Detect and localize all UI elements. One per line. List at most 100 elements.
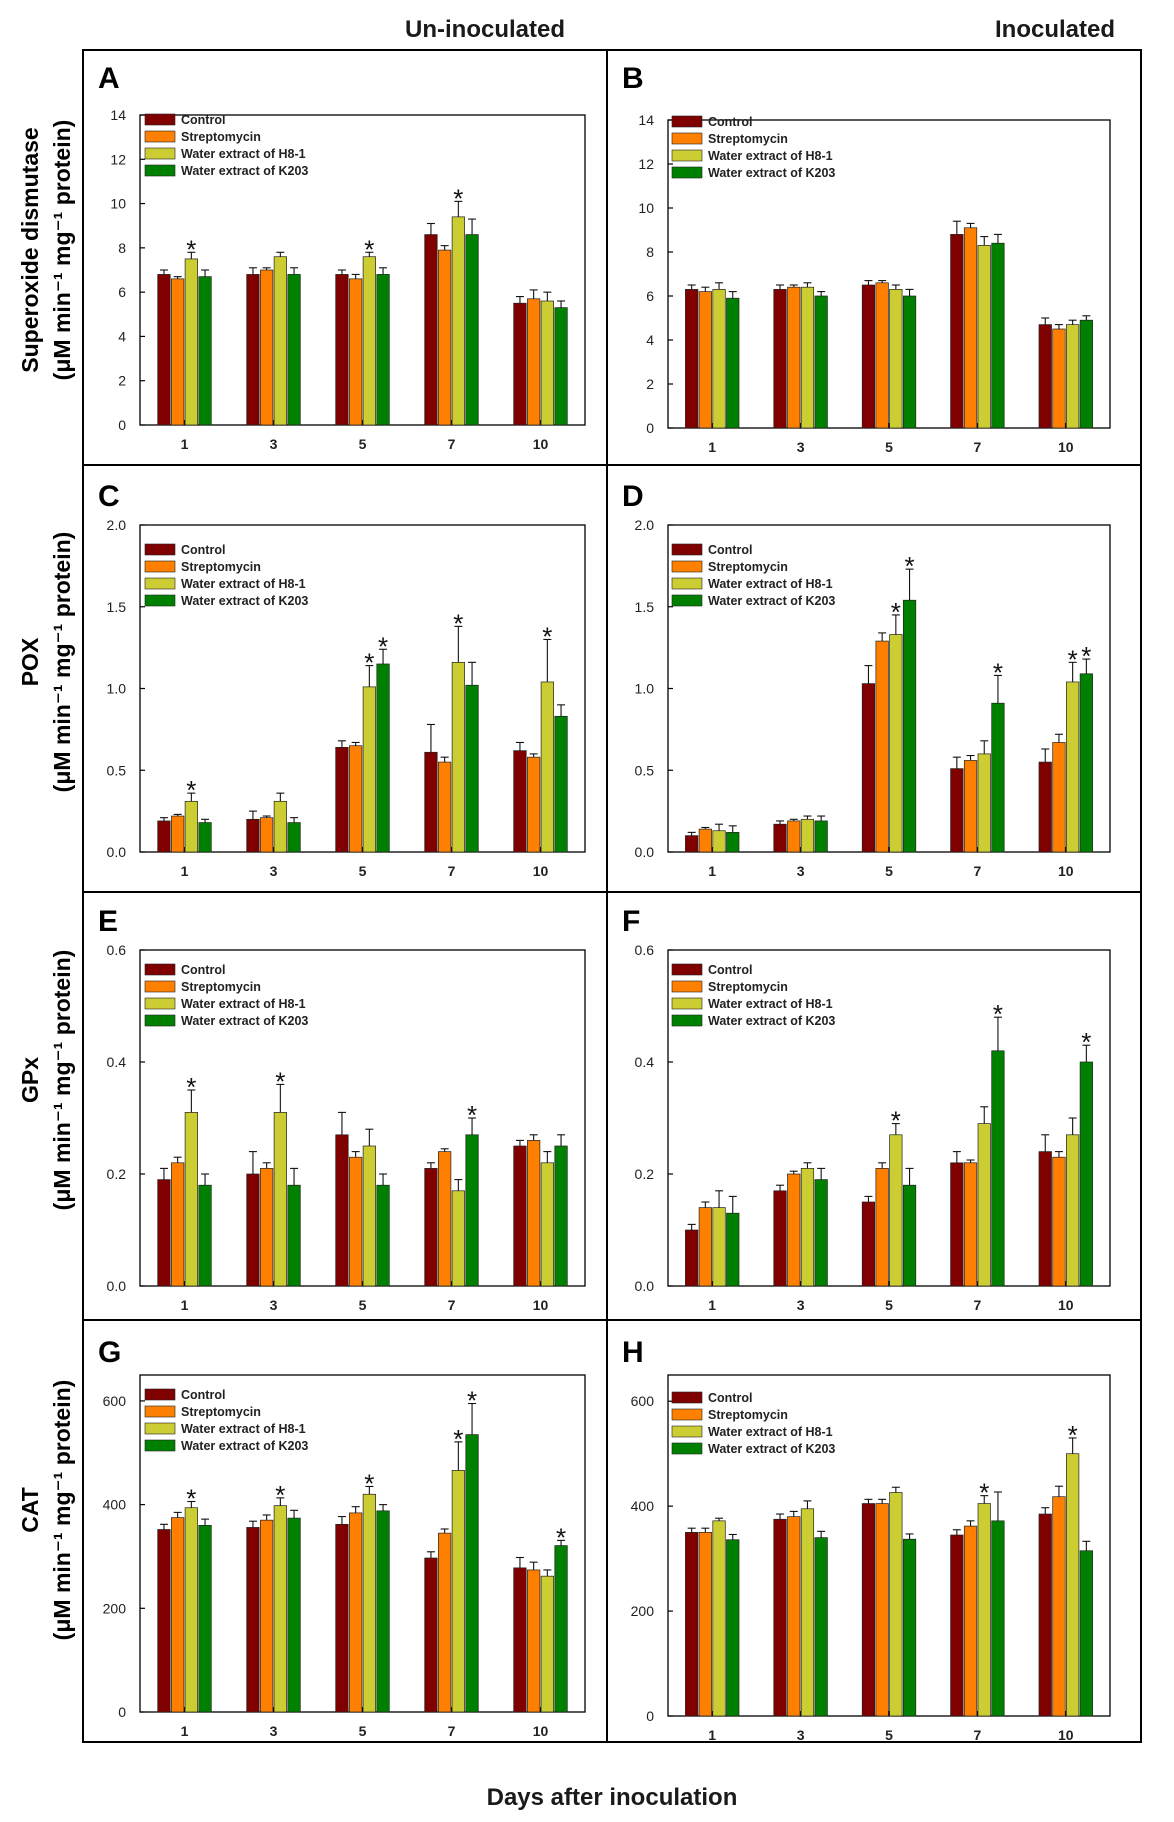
legend-label: Streptomycin <box>708 132 788 146</box>
bar <box>513 750 527 853</box>
bar <box>184 800 198 853</box>
bar <box>198 276 212 426</box>
x-tick-label: 3 <box>797 439 805 455</box>
bar <box>362 686 376 853</box>
x-tick-label: 7 <box>974 439 982 455</box>
bar <box>773 289 787 429</box>
bar <box>1038 1151 1052 1287</box>
row-label-pox-line2: (μM min⁻¹ mg⁻¹ protein) <box>49 532 75 793</box>
bar <box>875 640 889 853</box>
bar <box>184 1507 198 1713</box>
bar <box>424 234 438 426</box>
bar <box>465 1134 479 1287</box>
bar <box>726 297 740 429</box>
panel-f: F 0.0 0.2 0.4 0.6 1 3 5 * 7 * 10 * Control Streptomyci… <box>622 905 1111 1313</box>
bar <box>465 1434 479 1713</box>
bar <box>861 1201 876 1287</box>
bar <box>260 1519 274 1713</box>
panel-letter: C <box>98 480 120 513</box>
bar <box>287 1517 301 1713</box>
panel-letter: B <box>622 62 644 95</box>
bar <box>513 1145 527 1287</box>
legend-label: Control <box>181 543 225 557</box>
panel-e: E 0.0 0.2 0.4 0.6 1 * 3 * 5 7 * 10 Control Streptomyci… <box>98 905 586 1313</box>
row-label-gpx-line2: (μM min⁻¹ mg⁻¹ protein) <box>49 950 75 1211</box>
legend-swatch <box>671 594 703 607</box>
bar <box>773 823 787 853</box>
bar <box>950 768 964 853</box>
bar <box>1052 328 1066 429</box>
legend-label: Control <box>708 963 752 977</box>
bar <box>376 274 390 426</box>
x-tick-label: 3 <box>270 436 278 452</box>
significance-star: * <box>993 657 1003 687</box>
bar <box>246 1527 260 1713</box>
legend-swatch <box>144 577 176 590</box>
bar <box>184 258 198 426</box>
bar <box>800 1168 815 1287</box>
y-tick-label: 12 <box>638 156 654 172</box>
legend-swatch <box>671 963 703 976</box>
bar <box>950 234 964 429</box>
x-tick-label: 1 <box>181 436 189 452</box>
bar <box>513 302 527 426</box>
bar <box>424 1168 438 1287</box>
legend-label: Streptomycin <box>181 1405 261 1419</box>
x-tick-label: 3 <box>797 1297 805 1313</box>
legend: Control Streptomycin Water extract of H8-1… <box>144 543 308 608</box>
bar <box>712 830 726 853</box>
bar <box>787 820 801 853</box>
legend-label: Control <box>708 543 752 557</box>
significance-star: * <box>891 597 901 627</box>
y-tick-label: 2.0 <box>635 517 655 533</box>
bar <box>889 1134 903 1287</box>
bar <box>685 835 699 853</box>
legend-label: Control <box>708 115 752 129</box>
bar <box>698 1532 712 1717</box>
bar <box>977 1503 991 1717</box>
legend-label: Water extract of K203 <box>181 1439 308 1453</box>
bar <box>726 832 740 853</box>
significance-star: * <box>364 1468 374 1498</box>
bar <box>157 1529 171 1713</box>
bar <box>1066 1453 1080 1717</box>
panel-letter: D <box>622 480 644 513</box>
bar <box>349 1156 363 1287</box>
legend-swatch <box>671 543 703 556</box>
y-tick-label: 200 <box>631 1603 655 1619</box>
y-tick-label: 8 <box>646 244 654 260</box>
y-tick-label: 12 <box>110 151 126 167</box>
legend-swatch <box>671 132 703 145</box>
bar <box>963 227 978 429</box>
y-tick-label: 0.0 <box>635 844 655 860</box>
legend-label: Streptomycin <box>181 130 261 144</box>
y-tick-label: 0.4 <box>635 1054 655 1070</box>
bar <box>335 747 349 853</box>
y-tick-label: 2 <box>646 376 654 392</box>
bar <box>438 761 452 853</box>
y-tick-label: 1.5 <box>635 599 655 615</box>
bar <box>1079 319 1093 429</box>
legend-label: Water extract of H8-1 <box>708 997 833 1011</box>
bar <box>451 1470 465 1713</box>
legend-swatch <box>671 980 703 993</box>
legend-label: Water extract of K203 <box>181 594 308 608</box>
bar <box>889 289 903 429</box>
y-tick-label: 1.0 <box>107 681 127 697</box>
legend-swatch <box>671 115 703 128</box>
legend-swatch <box>144 594 176 607</box>
row-label-gpx-line1: GPx <box>17 1057 43 1103</box>
bar <box>698 1207 712 1287</box>
bar <box>438 249 452 426</box>
x-tick-label: 5 <box>359 1297 367 1313</box>
bar <box>527 1140 541 1287</box>
significance-star: * <box>364 648 374 678</box>
x-tick-label: 1 <box>181 1723 189 1739</box>
y-tick-label: 200 <box>103 1600 127 1616</box>
legend-swatch <box>671 166 703 179</box>
legend-swatch <box>144 997 176 1010</box>
significance-star: * <box>542 621 552 651</box>
x-tick-label: 10 <box>1058 1727 1074 1743</box>
x-tick-label: 7 <box>448 1297 456 1313</box>
bar <box>685 1229 699 1287</box>
